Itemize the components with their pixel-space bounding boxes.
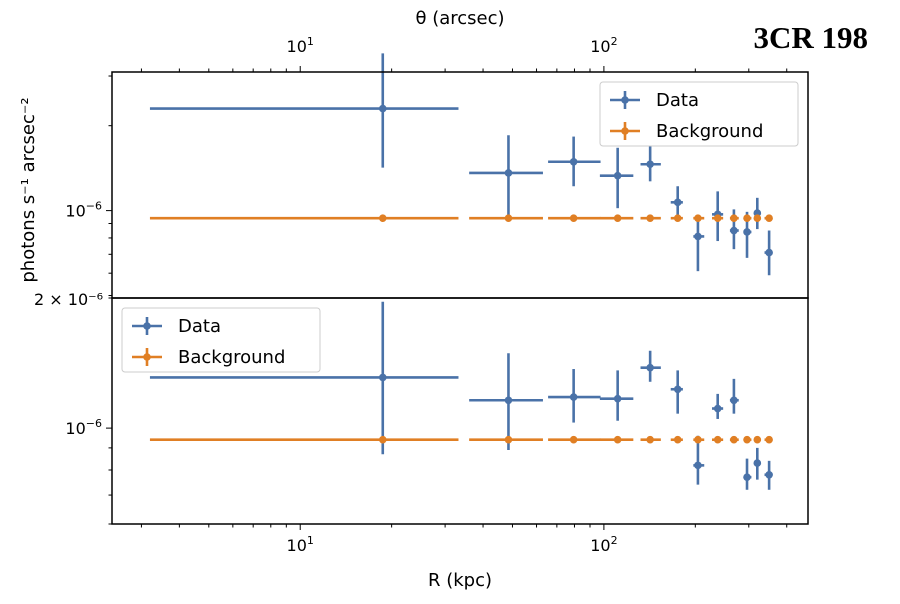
bottom-data-point (694, 461, 702, 470)
top-data-point (730, 226, 738, 235)
top-background-point (743, 214, 751, 222)
top-data-point (378, 104, 387, 113)
bottom-background-point (730, 435, 738, 444)
top-data-point (504, 169, 513, 177)
top-legend-box (599, 81, 799, 147)
top-background-point (504, 214, 513, 222)
top-background-point (730, 214, 738, 222)
x-tick-label-base: 10 (590, 536, 610, 555)
bottom-data-point (378, 373, 387, 382)
top-data-point (694, 232, 702, 241)
x-tick-label-exp: 2 (611, 534, 618, 547)
bottom-background-point (646, 435, 654, 444)
x-tick-label-exp: 1 (307, 534, 314, 547)
top-axis-label: θ (arcsec) (415, 8, 504, 29)
top-background-point (713, 214, 722, 222)
bottom-data-point (504, 396, 513, 405)
bottom-background-point (765, 435, 773, 444)
bottom-background-point (753, 435, 762, 444)
bottom-data-point (569, 393, 578, 401)
x-tick-label: 102 (590, 534, 617, 555)
top-axis-tick-label-base: 10 (590, 37, 610, 56)
top-background-point (646, 214, 654, 222)
top-background-point (765, 214, 773, 222)
top-legend-background-label: Background (656, 121, 763, 142)
top-data-point (765, 248, 773, 257)
top-background-point (378, 214, 387, 222)
bottom-y-tick-label-exp: −6 (86, 417, 102, 430)
top-panel: Data Background (149, 53, 799, 276)
bottom-data-point (613, 394, 622, 403)
top-data-point (569, 157, 578, 166)
top-axis-tick-label: 102 (590, 35, 617, 56)
bottom-background-point (713, 435, 722, 444)
top-axis-tick-label-exp: 1 (307, 35, 314, 48)
top-legend-background-marker (621, 127, 629, 135)
bottom-background-point (743, 435, 751, 444)
top-legend-data-marker (621, 96, 629, 104)
top-y-tick-label-exp: −6 (86, 200, 102, 213)
top-axis-tick-label: 101 (287, 35, 314, 56)
bottom-data-point (743, 473, 751, 481)
shared-y-tick-label: 2 × 10⁻⁶ (34, 290, 103, 309)
x-tick-label-base: 10 (287, 536, 307, 555)
top-background-point (613, 214, 622, 222)
bottom-legend: Data Background (121, 307, 321, 373)
bottom-data-point (753, 459, 762, 467)
bottom-background-point (378, 435, 387, 444)
bottom-background-point (613, 435, 622, 444)
bottom-data-point (646, 363, 654, 372)
top-legend-data-label: Data (656, 90, 699, 111)
source-title: 3CR 198 (753, 20, 868, 55)
bottom-data-point (765, 470, 773, 479)
top-axis-tick-label-exp: 2 (611, 35, 618, 48)
y-axis-label: photons s⁻¹ arcsec⁻² (18, 97, 39, 282)
top-y-tick-label: 10−6 (65, 200, 102, 221)
top-data-point (613, 171, 622, 180)
bottom-background-point (569, 435, 578, 444)
bottom-panel-frame (111, 297, 809, 525)
top-background-point (673, 214, 682, 222)
top-data-point (646, 160, 654, 169)
bottom-background-point (694, 435, 702, 444)
top-background-point (753, 214, 762, 222)
bottom-panel: Data Background (121, 301, 773, 490)
x-axis-label: R (kpc) (428, 570, 492, 591)
top-y-tick-label-base: 10 (65, 202, 85, 221)
top-legend: Data Background (599, 81, 799, 147)
top-data-point (743, 228, 751, 236)
bottom-legend-data-marker (143, 322, 151, 330)
bottom-background-point (673, 435, 682, 444)
bottom-y-tick-label-base: 10 (65, 419, 85, 438)
bottom-y-tick-label: 10−6 (65, 417, 102, 438)
top-background-point (694, 214, 702, 222)
bottom-legend-background-marker (143, 353, 151, 361)
bottom-data-point (713, 404, 722, 413)
x-tick-label: 101 (287, 534, 314, 555)
bottom-legend-box (121, 307, 321, 373)
bottom-data-point (673, 385, 682, 394)
top-background-point (569, 214, 578, 222)
bottom-legend-background-label: Background (178, 347, 285, 368)
top-axis-tick-label-base: 10 (287, 37, 307, 56)
bottom-data-point (730, 396, 738, 405)
bottom-legend-data-label: Data (178, 316, 221, 337)
bottom-background-point (504, 435, 513, 444)
top-data-point (673, 198, 682, 207)
